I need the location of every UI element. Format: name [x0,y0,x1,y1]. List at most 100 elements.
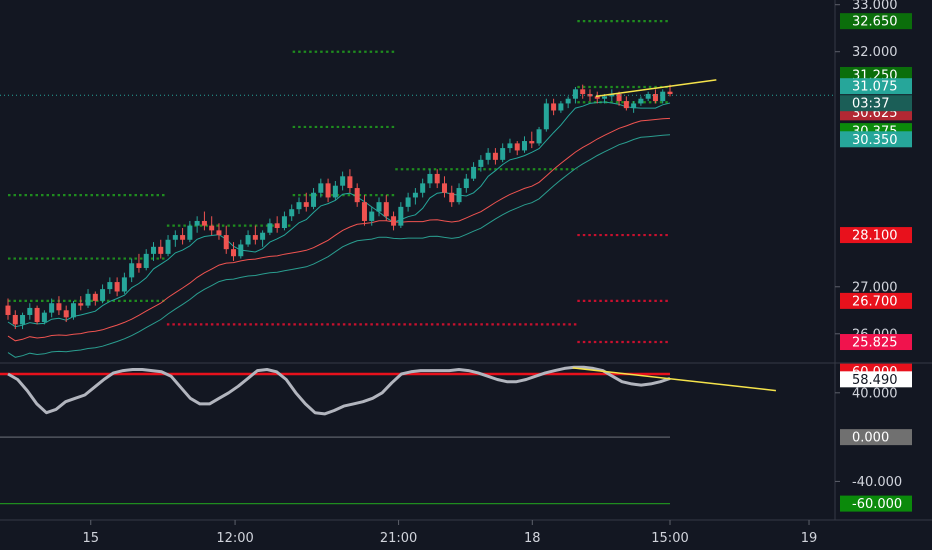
candle[interactable] [522,141,528,151]
candle[interactable] [194,220,200,226]
candle[interactable] [92,293,98,301]
candle[interactable] [405,197,411,207]
candle[interactable] [27,307,33,315]
candle[interactable] [216,230,222,236]
candle[interactable] [114,282,120,292]
candle[interactable] [245,235,251,245]
candle[interactable] [449,192,455,203]
candle[interactable] [558,103,564,111]
candle[interactable] [420,183,426,193]
candle[interactable] [231,249,237,257]
candle[interactable] [369,211,375,221]
candle[interactable] [332,185,338,198]
candle[interactable] [565,98,571,104]
oscillator-trendline[interactable] [572,367,777,392]
candle[interactable] [49,303,55,313]
oscillator-line[interactable] [7,365,671,416]
candle[interactable] [485,152,491,160]
candle[interactable] [376,202,382,212]
candle[interactable] [492,152,498,160]
candle[interactable] [616,94,622,102]
candle[interactable] [340,176,346,186]
candle[interactable] [187,225,193,240]
candle[interactable] [412,192,418,198]
candle[interactable] [602,96,608,99]
candle[interactable] [325,183,331,198]
candle[interactable] [70,303,76,318]
candle[interactable] [587,94,593,97]
candle[interactable] [41,312,47,323]
candle[interactable] [100,289,106,301]
candle[interactable] [12,314,18,325]
candle[interactable] [238,244,244,257]
candle[interactable] [456,188,462,203]
candle[interactable] [252,235,258,240]
candle[interactable] [347,176,353,189]
candle[interactable] [594,96,600,99]
candle[interactable] [398,206,404,226]
candle[interactable] [143,253,149,268]
candle[interactable] [660,91,666,102]
candle[interactable] [63,310,69,318]
candle[interactable] [180,235,186,240]
candle[interactable] [20,314,26,325]
candle[interactable] [303,202,309,207]
candle[interactable] [289,209,295,217]
candle[interactable] [121,277,127,292]
candle[interactable] [274,223,280,229]
candle[interactable] [267,223,273,233]
candle[interactable] [514,143,520,151]
candle[interactable] [129,263,135,278]
candle[interactable] [623,101,629,109]
candle[interactable] [667,91,673,95]
lower-band-line [7,134,671,358]
candle[interactable] [281,216,287,229]
candle[interactable] [471,166,477,179]
candle[interactable] [572,89,578,99]
candle[interactable] [136,263,142,268]
candle[interactable] [391,216,397,226]
candle[interactable] [652,94,658,102]
candle[interactable] [172,235,178,240]
candle[interactable] [434,173,440,184]
candle[interactable] [260,232,266,240]
candle[interactable] [150,246,156,254]
candle[interactable] [536,129,542,144]
candle[interactable] [441,183,447,193]
candle[interactable] [427,173,433,184]
candle[interactable] [463,178,469,189]
slow-ma-line [7,117,671,342]
candle[interactable] [580,89,586,95]
candle[interactable] [645,94,651,99]
candle[interactable] [165,239,171,254]
candle[interactable] [5,305,11,315]
price-trendline[interactable] [595,79,717,98]
fast-ma-line [7,101,671,328]
candle[interactable] [318,183,324,193]
candle[interactable] [201,220,207,226]
candle[interactable] [78,303,84,306]
candle[interactable] [478,159,484,167]
candle[interactable] [223,235,229,250]
candle[interactable] [383,202,389,217]
candle[interactable] [609,94,615,97]
candle[interactable] [543,103,549,130]
osc-tick-label: 40.000 [852,386,898,401]
candle[interactable] [85,293,91,306]
candle[interactable] [529,141,535,144]
candle[interactable] [551,103,557,111]
candle[interactable] [209,225,215,231]
candle[interactable] [361,202,367,221]
candle[interactable] [107,282,113,290]
candle[interactable] [56,303,62,311]
candle[interactable] [638,98,644,104]
candle[interactable] [311,192,317,207]
candle[interactable] [631,103,637,109]
candle[interactable] [507,143,513,149]
candle[interactable] [34,307,40,323]
candle[interactable] [354,188,360,203]
candle[interactable] [500,148,506,160]
candle[interactable] [296,202,302,210]
candle[interactable] [158,246,164,254]
